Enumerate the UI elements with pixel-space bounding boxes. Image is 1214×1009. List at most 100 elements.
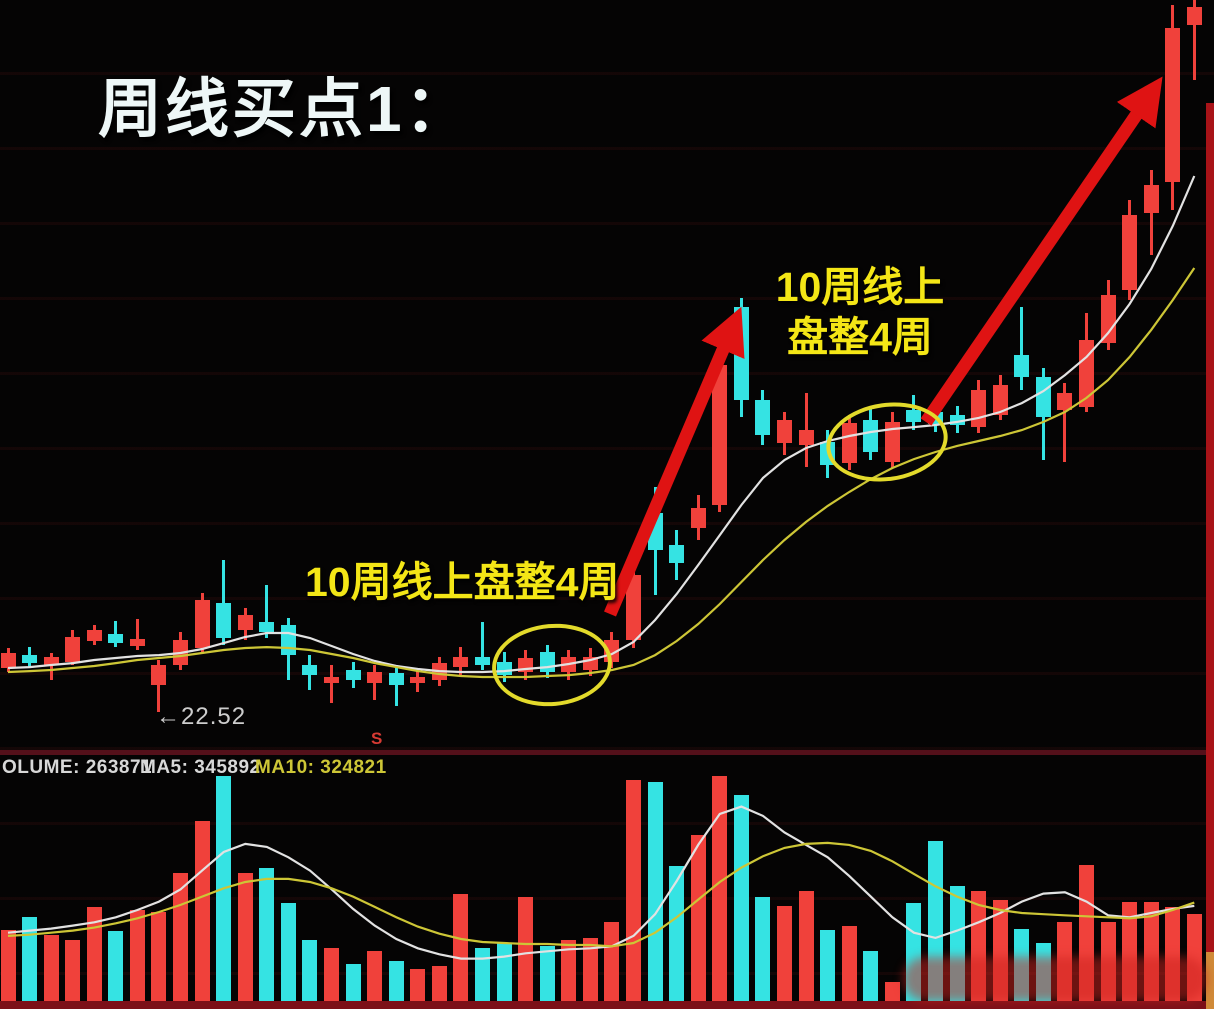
volume-bar — [345, 963, 361, 1002]
volume-bar — [108, 930, 124, 1002]
candle-body — [367, 672, 383, 684]
right-frame-bottom — [1206, 952, 1214, 1009]
volume-bar — [475, 948, 491, 1002]
s-marker: S — [371, 729, 383, 748]
candle-body — [1014, 355, 1030, 377]
candle-body — [992, 384, 1008, 416]
volume-bar — [280, 902, 296, 1002]
volume-bar — [690, 834, 706, 1002]
consolidation-label-upper-line1: 10周线上 — [775, 264, 945, 310]
volume-bar — [582, 937, 598, 1002]
volume-bar — [259, 867, 275, 1002]
volume-bar — [561, 939, 577, 1002]
volume-bar — [22, 917, 38, 1002]
candle-body — [302, 664, 318, 676]
low-price-marker: ←22.52 — [156, 703, 247, 730]
buy-arrow-1 — [604, 306, 745, 617]
page-title: 周线买点1： — [98, 73, 472, 145]
candle-body — [388, 672, 404, 685]
volume-value-label: OLUME: 263871 — [2, 757, 153, 778]
candle-body — [1165, 28, 1181, 182]
price-ma10-line — [7, 267, 1196, 679]
right-frame — [1206, 103, 1214, 1009]
candle-wick — [157, 660, 161, 713]
candle-body — [151, 664, 167, 685]
candle-body — [453, 656, 469, 668]
volume-bar — [237, 872, 253, 1002]
volume-bar — [884, 982, 900, 1002]
volume-ma5-line — [7, 805, 1195, 960]
candle-body — [43, 656, 59, 665]
volume-bar — [712, 775, 728, 1002]
candle-body — [1143, 184, 1159, 213]
candle-body — [755, 400, 771, 436]
candle-body — [604, 640, 620, 662]
consolidation-label-upper: 10周线上 盘整4周 — [758, 262, 962, 362]
candle-body — [65, 636, 81, 662]
price-ma5-line — [7, 175, 1196, 674]
candle-body — [1100, 295, 1116, 344]
volume-bar — [798, 891, 814, 1002]
candle-wick — [265, 584, 269, 639]
candle-body — [863, 420, 879, 453]
candle-body — [129, 639, 145, 646]
candle-body — [86, 629, 102, 641]
volume-ma5-label: MA5: 345892 — [140, 757, 261, 778]
volume-bar — [367, 951, 383, 1002]
candle-body — [1057, 392, 1073, 410]
consolidation-label-upper-line2: 盘整4周 — [787, 314, 933, 361]
volume-bar — [151, 911, 167, 1002]
volume-bar — [65, 939, 81, 1002]
candle-wick — [135, 619, 139, 650]
candle-body — [345, 669, 361, 681]
volume-bar — [863, 951, 879, 1002]
volume-bar — [539, 946, 555, 1002]
volume-bar — [86, 906, 102, 1002]
volume-ma10-line — [7, 841, 1195, 948]
candle-wick — [1192, 0, 1196, 80]
candle-wick — [330, 664, 334, 704]
candle-body — [22, 655, 38, 664]
candle-body — [626, 575, 642, 641]
watermark — [903, 957, 1207, 1001]
volume-bar — [755, 896, 771, 1002]
volume-bar — [410, 968, 426, 1002]
candle-body — [475, 656, 491, 665]
volume-bar — [841, 925, 857, 1002]
volume-bar — [453, 893, 469, 1002]
volume-bar — [647, 781, 663, 1002]
candle-body — [906, 409, 922, 422]
candle-body — [798, 430, 814, 445]
consolidation-label-lower: 10周线上盘整4周 — [305, 559, 620, 605]
candle-body — [669, 544, 685, 564]
candle-body — [841, 423, 857, 464]
candle-body — [884, 421, 900, 462]
candle-wick — [222, 560, 226, 645]
volume-bar — [777, 905, 793, 1002]
candle-body — [259, 621, 275, 633]
volume-ma10-label: MA10: 324821 — [255, 757, 387, 778]
candle-wick — [1063, 383, 1067, 462]
candle-body — [324, 676, 340, 684]
candle-body — [777, 420, 793, 444]
volume-bar — [669, 865, 685, 1002]
buy-arrow-2 — [920, 76, 1163, 426]
candle-body — [108, 633, 124, 644]
candle-body — [1122, 215, 1138, 290]
candle-body — [237, 615, 253, 630]
volume-bar — [518, 896, 534, 1002]
candle-wick — [481, 621, 485, 670]
volume-header: OLUME: 263871 MA5: 345892 MA10: 324821 — [0, 757, 600, 779]
volume-bar — [324, 948, 340, 1002]
volume-bar — [820, 929, 836, 1002]
bottom-frame — [0, 1001, 1214, 1009]
volume-bar — [43, 934, 59, 1002]
volume-bar — [431, 965, 447, 1002]
candle-body — [216, 603, 232, 639]
candle-body — [1079, 340, 1094, 408]
volume-bar — [302, 939, 318, 1002]
volume-bar — [388, 960, 404, 1002]
candle-body — [194, 600, 210, 649]
volume-bar — [604, 922, 620, 1002]
pane-separator — [0, 750, 1214, 755]
